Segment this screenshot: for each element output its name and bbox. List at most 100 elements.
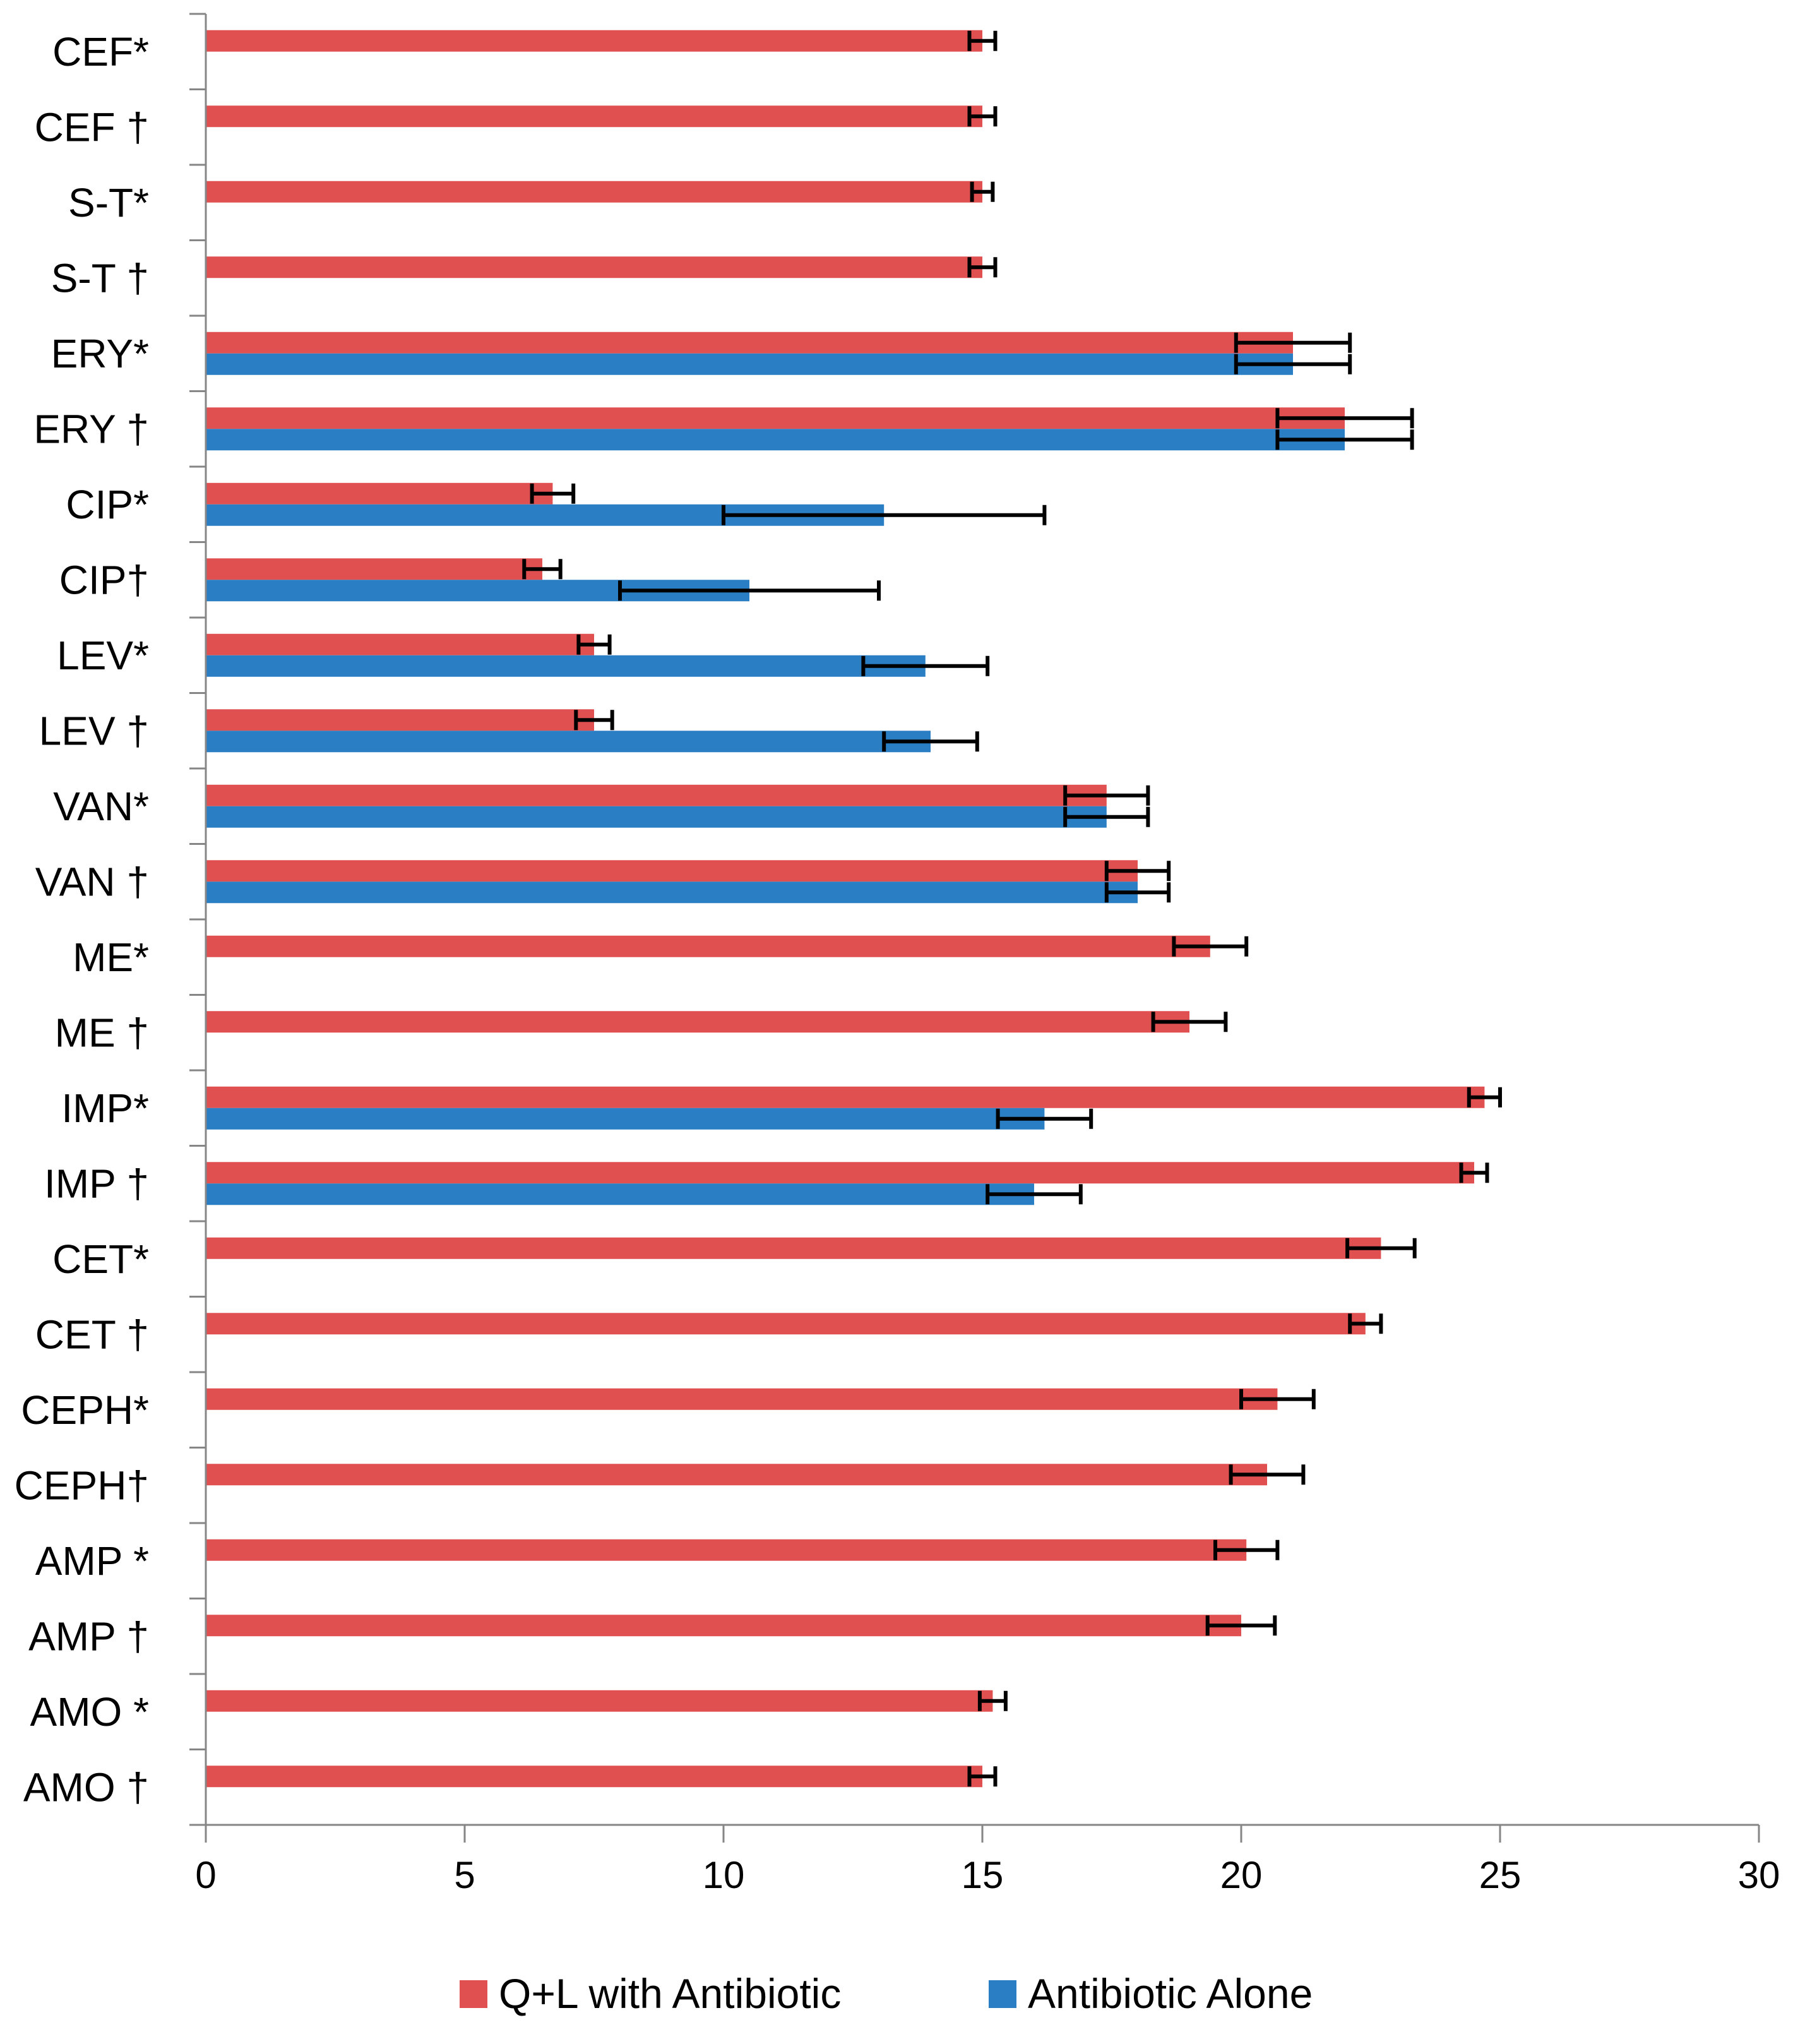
error-bar-q-l-with-antibiotic-cip-star <box>530 483 576 504</box>
bar-q-l-with-antibiotic-cip-dagger <box>206 558 542 580</box>
error-bar-antibiotic-alone-lev-star <box>861 655 990 676</box>
category-label-van-star: VAN* <box>53 784 149 829</box>
error-bar-antibiotic-alone-imp-dagger <box>986 1184 1083 1205</box>
bar-antibiotic-alone-lev-star <box>206 655 926 677</box>
bar-q-l-with-antibiotic-lev-dagger <box>206 709 594 731</box>
category-label-ceph-dagger: CEPH† <box>15 1462 149 1508</box>
category-label-amo-dagger: AMO † <box>23 1764 149 1810</box>
bar-q-l-with-antibiotic-s-t-dagger <box>206 256 982 278</box>
bar-q-l-with-antibiotic-ery-star <box>206 332 1293 354</box>
error-bar-q-l-with-antibiotic-cef-star <box>967 30 998 51</box>
bar-q-l-with-antibiotic-ery-dagger <box>206 407 1345 429</box>
bar-q-l-with-antibiotic-cef-star <box>206 30 982 52</box>
error-bar-q-l-with-antibiotic-van-dagger <box>1104 861 1171 882</box>
error-bar-q-l-with-antibiotic-imp-dagger <box>1459 1162 1489 1183</box>
bar-antibiotic-alone-imp-dagger <box>206 1183 1034 1205</box>
category-labels: CEF* CEF † S-T* S-T † ERY* ERY † CIP* CIP† LEV* L… <box>15 29 149 1810</box>
error-bar-q-l-with-antibiotic-van-star <box>1063 785 1150 806</box>
bar-q-l-with-antibiotic-cip-star <box>206 482 553 505</box>
bar-q-l-with-antibiotic-me-star <box>206 935 1210 957</box>
legend: Q+L with Antibiotic Antibiotic Alone <box>460 1970 1313 2017</box>
error-bar-antibiotic-alone-imp-star <box>996 1108 1093 1129</box>
bar-antibiotic-alone-lev-dagger <box>206 731 931 753</box>
error-bars-layer <box>522 30 1502 1787</box>
error-bar-q-l-with-antibiotic-amo-dagger <box>967 1766 998 1787</box>
error-bar-q-l-with-antibiotic-ery-dagger <box>1275 408 1414 429</box>
error-bar-q-l-with-antibiotic-s-t-star <box>970 181 995 202</box>
category-label-imp-dagger: IMP † <box>44 1161 149 1206</box>
category-label-cef-star: CEF* <box>52 29 149 75</box>
bar-q-l-with-antibiotic-me-dagger <box>206 1011 1189 1033</box>
category-label-cet-dagger: CET † <box>35 1312 149 1357</box>
x-tick-label-15: 15 <box>962 1854 1004 1896</box>
bar-antibiotic-alone-van-star <box>206 806 1107 828</box>
x-tick-label-0: 0 <box>195 1854 216 1896</box>
bar-q-l-with-antibiotic-ceph-dagger <box>206 1464 1267 1486</box>
error-bar-q-l-with-antibiotic-ceph-dagger <box>1229 1464 1306 1485</box>
legend-label-q-l-with-antibiotic: Q+L with Antibiotic <box>499 1970 841 2017</box>
x-tick-label-10: 10 <box>703 1854 745 1896</box>
error-bar-q-l-with-antibiotic-amo-star <box>977 1690 1008 1711</box>
error-bar-antibiotic-alone-van-star <box>1063 806 1150 827</box>
error-bar-q-l-with-antibiotic-me-star <box>1172 936 1249 957</box>
bar-q-l-with-antibiotic-amp-star <box>206 1539 1247 1561</box>
category-label-amp-dagger: AMP † <box>28 1613 149 1659</box>
bar-q-l-with-antibiotic-cet-dagger <box>206 1313 1366 1335</box>
error-bar-q-l-with-antibiotic-ery-star <box>1234 332 1352 353</box>
axes-layer <box>189 13 1760 1843</box>
error-bar-q-l-with-antibiotic-cef-dagger <box>967 106 998 127</box>
error-bar-antibiotic-alone-ery-star <box>1234 354 1352 374</box>
error-bar-q-l-with-antibiotic-lev-star <box>576 634 612 655</box>
bar-antibiotic-alone-ery-dagger <box>206 429 1345 451</box>
bar-q-l-with-antibiotic-amo-star <box>206 1690 993 1712</box>
category-label-cet-star: CET* <box>52 1236 149 1282</box>
error-bar-q-l-with-antibiotic-cet-dagger <box>1348 1313 1383 1334</box>
category-label-cip-star: CIP* <box>66 482 149 527</box>
bar-q-l-with-antibiotic-van-star <box>206 784 1107 806</box>
bar-q-l-with-antibiotic-amp-dagger <box>206 1615 1241 1637</box>
category-label-amo-star: AMO * <box>30 1689 149 1735</box>
bar-q-l-with-antibiotic-cef-dagger <box>206 105 982 128</box>
category-label-cip-dagger: CIP† <box>59 557 149 602</box>
error-bar-antibiotic-alone-cip-dagger <box>618 580 881 601</box>
error-bar-q-l-with-antibiotic-cip-dagger <box>522 559 563 580</box>
category-label-ery-dagger: ERY † <box>33 406 149 451</box>
error-bar-q-l-with-antibiotic-s-t-dagger <box>967 257 998 278</box>
category-label-amp-star: AMP * <box>35 1538 149 1584</box>
category-label-lev-star: LEV* <box>57 633 149 678</box>
x-tick-label-30: 30 <box>1738 1854 1780 1896</box>
error-bar-q-l-with-antibiotic-me-dagger <box>1151 1012 1228 1032</box>
error-bar-q-l-with-antibiotic-cet-star <box>1345 1238 1417 1258</box>
category-label-me-star: ME* <box>73 935 149 980</box>
bar-q-l-with-antibiotic-s-t-star <box>206 181 982 203</box>
error-bar-q-l-with-antibiotic-amp-dagger <box>1205 1615 1277 1636</box>
bar-q-l-with-antibiotic-imp-dagger <box>206 1162 1474 1184</box>
bar-q-l-with-antibiotic-cet-star <box>206 1237 1381 1259</box>
legend-swatch-antibiotic-alone <box>989 1980 1016 2008</box>
bar-q-l-with-antibiotic-ceph-star <box>206 1388 1278 1410</box>
error-bar-q-l-with-antibiotic-amp-star <box>1213 1539 1280 1560</box>
bar-q-l-with-antibiotic-lev-star <box>206 633 594 655</box>
bar-q-l-with-antibiotic-van-dagger <box>206 860 1138 882</box>
error-bar-q-l-with-antibiotic-imp-star <box>1467 1087 1502 1108</box>
error-bar-q-l-with-antibiotic-ceph-star <box>1239 1389 1316 1409</box>
legend-swatch-q-l-with-antibiotic <box>460 1980 487 2008</box>
x-tick-label-20: 20 <box>1220 1854 1263 1896</box>
x-tick-label-5: 5 <box>454 1854 475 1896</box>
bar-antibiotic-alone-van-dagger <box>206 882 1138 904</box>
bar-q-l-with-antibiotic-imp-star <box>206 1086 1485 1108</box>
bar-q-l-with-antibiotic-amo-dagger <box>206 1766 982 1788</box>
error-bar-antibiotic-alone-ery-dagger <box>1275 429 1414 450</box>
error-bar-antibiotic-alone-cip-star <box>722 505 1047 525</box>
category-label-s-t-dagger: S-T † <box>51 255 149 301</box>
legend-label-antibiotic-alone: Antibiotic Alone <box>1028 1970 1313 2017</box>
category-label-me-dagger: ME † <box>55 1010 149 1055</box>
category-label-ery-star: ERY* <box>51 331 149 376</box>
x-tick-label-25: 25 <box>1479 1854 1522 1896</box>
bar-antibiotic-alone-ery-star <box>206 353 1293 375</box>
category-label-s-t-star: S-T* <box>68 180 149 225</box>
category-label-van-dagger: VAN † <box>35 859 149 904</box>
category-label-cef-dagger: CEF † <box>35 104 149 150</box>
bars-layer <box>206 30 1485 1788</box>
